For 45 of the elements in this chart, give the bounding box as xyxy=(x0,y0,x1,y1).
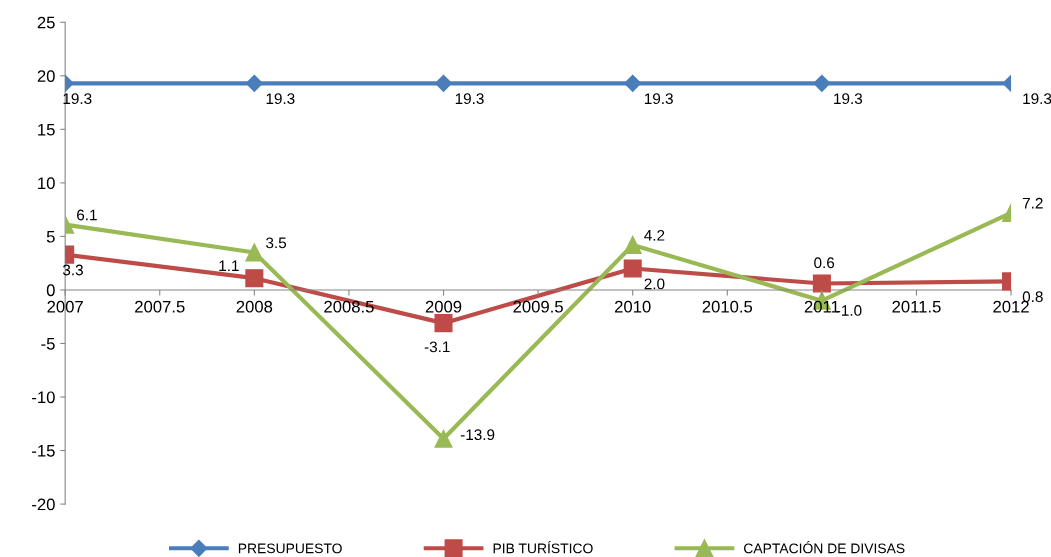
point xyxy=(434,429,453,448)
x-tick-label: 2008.5 xyxy=(324,300,374,313)
data-label: 2.0 xyxy=(644,278,665,290)
legend-label: PIB TURÍSTICO xyxy=(493,541,593,554)
point xyxy=(434,314,453,333)
x-tick-label: 2011.5 xyxy=(892,300,941,313)
point xyxy=(812,274,831,293)
data-label: 19.3 xyxy=(266,93,295,105)
y-tick-label: 25 xyxy=(37,16,55,29)
point xyxy=(624,74,642,92)
x-tick-label: 2007.5 xyxy=(135,300,185,313)
data-label: 6.1 xyxy=(77,209,97,221)
data-label: 19.3 xyxy=(63,93,92,105)
legend-label: PRESUPUESTO xyxy=(238,543,342,554)
y-tick-label: 15 xyxy=(38,123,55,136)
point xyxy=(623,235,642,255)
x-tick-label: 2010.5 xyxy=(702,300,753,313)
legend-label: CAPTACIÓN DE DIVISAS xyxy=(744,541,905,554)
data-label: 1.1 xyxy=(219,260,239,272)
point xyxy=(434,74,453,92)
data-label: 4.2 xyxy=(644,229,665,241)
x-tick-label: 2007 xyxy=(47,300,83,313)
x-tick-label: 2010 xyxy=(615,300,651,313)
data-label: -13.9 xyxy=(460,429,495,441)
x-tick-label: 2008 xyxy=(236,300,273,313)
data-label: 19.3 xyxy=(1023,93,1051,105)
data-label: -3.1 xyxy=(424,341,450,353)
data-label: 19.3 xyxy=(834,93,863,105)
data-label: 3.5 xyxy=(266,237,287,249)
y-tick-label: -15 xyxy=(32,445,55,457)
y-tick-label: -20 xyxy=(32,498,55,511)
y-tick-label: 5 xyxy=(46,230,55,243)
data-label: 7.2 xyxy=(1022,197,1043,209)
data-label: 19.3 xyxy=(644,93,673,105)
data-label: 3.3 xyxy=(62,264,83,276)
y-tick-label: -10 xyxy=(32,391,55,404)
y-tick-label: 10 xyxy=(38,177,55,190)
point xyxy=(623,259,642,278)
y-tick-label: -5 xyxy=(41,338,55,350)
y-tick-label: 0 xyxy=(46,284,55,297)
data-label: 19.3 xyxy=(455,93,484,105)
y-tick-label: 20 xyxy=(37,70,55,83)
x-tick-label: 2009 xyxy=(425,300,462,313)
x-tick-label: 2009.5 xyxy=(513,300,563,313)
data-label: 0.6 xyxy=(814,257,835,269)
